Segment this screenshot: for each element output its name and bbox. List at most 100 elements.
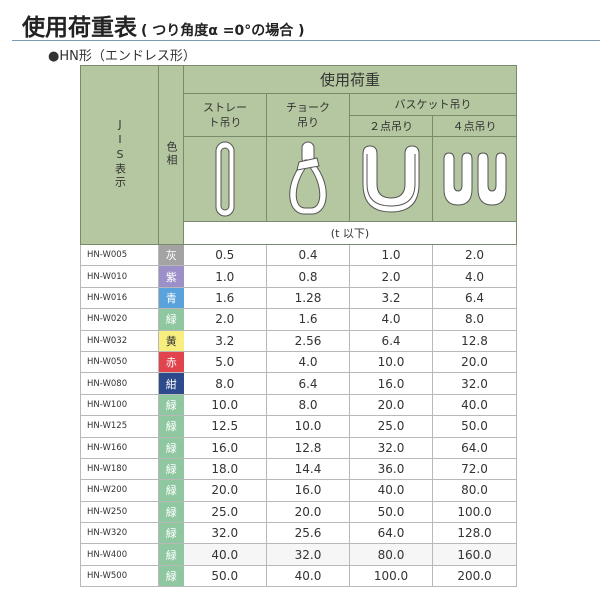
straight-load: 8.0: [183, 372, 267, 395]
straight-load: 0.5: [183, 244, 267, 267]
color-swatch: 青: [158, 287, 184, 310]
title-divider: [12, 40, 600, 41]
color-swatch: 緑: [158, 543, 184, 566]
color-swatch: 赤: [158, 351, 184, 374]
straight-load: 2.0: [183, 308, 267, 331]
color-swatch: 緑: [158, 308, 184, 331]
basket-2point-load: 16.0: [349, 372, 433, 395]
unit-label: (t 以下): [182, 221, 518, 245]
choke-load: 4.0: [266, 351, 350, 374]
jis-code: HN-W200: [80, 479, 159, 502]
straight-load: 40.0: [183, 543, 267, 566]
basket-4point-load: 12.8: [432, 330, 518, 352]
table-row: HN-W016 青 1.6 1.28 3.2 6.4: [80, 287, 518, 310]
jis-code: HN-W080: [80, 372, 159, 395]
jis-code: HN-W032: [80, 330, 159, 352]
jis-code: HN-W125: [80, 415, 159, 438]
choke-load: 1.6: [266, 308, 350, 331]
table-row: HN-W020 緑 2.0 1.6 4.0 8.0: [80, 308, 518, 331]
table-body: HN-W005 灰 0.5 0.4 1.0 2.0 HN-W010 紫 1.0 0.8 2.0 4.0…: [80, 244, 518, 588]
table-row: HN-W080 紺 8.0 6.4 16.0 32.0: [80, 372, 518, 395]
choke-load: 32.0: [266, 543, 350, 566]
title-condition: ( つり角度α =0°の場合 ): [141, 23, 305, 39]
header-color-label: 色相: [165, 140, 178, 167]
choke-load: 16.0: [266, 479, 350, 502]
color-swatch: 緑: [158, 415, 184, 438]
jis-code: HN-W320: [80, 522, 159, 545]
jis-code: HN-W020: [80, 308, 159, 331]
basket-2point-icon: [349, 136, 433, 222]
basket-2point-load: 40.0: [349, 479, 433, 502]
header-choke: チョーク吊り: [266, 93, 350, 137]
table-row: HN-W100 緑 10.0 8.0 20.0 40.0: [80, 394, 518, 417]
basket-4point-load: 72.0: [432, 458, 518, 481]
header-jis-label: JIS表示: [113, 118, 127, 189]
jis-code: HN-W180: [80, 458, 159, 481]
basket-4point-load: 8.0: [432, 308, 518, 331]
basket-2point-load: 25.0: [349, 415, 433, 438]
color-swatch: 紫: [158, 265, 184, 288]
choke-load: 25.6: [266, 522, 350, 545]
basket-4point-load: 40.0: [432, 394, 518, 417]
basket-2point-load: 64.0: [349, 522, 433, 545]
straight-load: 5.0: [183, 351, 267, 374]
choke-load: 2.56: [266, 330, 350, 352]
jis-code: HN-W050: [80, 351, 159, 374]
straight-load: 20.0: [183, 479, 267, 502]
basket-4point-load: 64.0: [432, 437, 518, 459]
basket-2point-load: 10.0: [349, 351, 433, 374]
basket-2point-load: 36.0: [349, 458, 433, 481]
jis-code: HN-W100: [80, 394, 159, 417]
table-row: HN-W005 灰 0.5 0.4 1.0 2.0: [80, 244, 518, 267]
straight-load: 1.6: [183, 287, 267, 310]
basket-4point-load: 100.0: [432, 501, 518, 524]
straight-load: 3.2: [183, 330, 267, 352]
straight-load: 1.0: [183, 265, 267, 288]
color-swatch: 黄: [158, 330, 184, 352]
header-jis: JIS表示: [80, 65, 159, 245]
basket-4point-load: 200.0: [432, 565, 518, 588]
page-title: 使用荷重表( つり角度α =0°の場合 ): [22, 8, 305, 42]
color-swatch: 緑: [158, 565, 184, 588]
basket-2point-load: 6.4: [349, 330, 433, 352]
choke-load: 0.8: [266, 265, 350, 288]
straight-sling-icon: [183, 136, 267, 222]
basket-2point-load: 20.0: [349, 394, 433, 417]
color-swatch: 緑: [158, 479, 184, 502]
basket-2point-load: 50.0: [349, 501, 433, 524]
jis-code: HN-W160: [80, 437, 159, 459]
straight-load: 25.0: [183, 501, 267, 524]
color-swatch: 灰: [158, 244, 184, 267]
straight-load: 18.0: [183, 458, 267, 481]
color-swatch: 緑: [158, 522, 184, 545]
color-swatch: 緑: [158, 437, 184, 459]
header-straight: ストレート吊り: [183, 93, 267, 137]
straight-load: 32.0: [183, 522, 267, 545]
jis-code: HN-W250: [80, 501, 159, 524]
basket-2point-load: 32.0: [349, 437, 433, 459]
jis-code: HN-W005: [80, 244, 159, 267]
table-row: HN-W500 緑 50.0 40.0 100.0 200.0: [80, 565, 518, 588]
basket-4point-load: 6.4: [432, 287, 518, 310]
basket-4point-load: 20.0: [432, 351, 518, 374]
choke-load: 10.0: [266, 415, 350, 438]
basket-4point-load: 160.0: [432, 543, 518, 566]
load-table: JIS表示 色相 使用荷重 ストレート吊り チョーク吊り バスケット吊り ２点吊…: [80, 65, 518, 588]
table-row: HN-W180 緑 18.0 14.4 36.0 72.0: [80, 458, 518, 481]
basket-4point-load: 50.0: [432, 415, 518, 438]
basket-4point-load: 4.0: [432, 265, 518, 288]
basket-4point-icon: [431, 136, 518, 222]
basket-4point-load: 32.0: [432, 372, 518, 395]
header-four-point: ４点吊り: [431, 115, 518, 137]
header-color: 色相: [158, 65, 184, 245]
basket-2point-load: 100.0: [349, 565, 433, 588]
color-swatch: 緑: [158, 458, 184, 481]
straight-load: 16.0: [183, 437, 267, 459]
color-swatch: 緑: [158, 394, 184, 417]
header-load: 使用荷重: [182, 65, 518, 94]
choke-load: 1.28: [266, 287, 350, 310]
jis-code: HN-W400: [80, 543, 159, 566]
choke-load: 6.4: [266, 372, 350, 395]
table-row: HN-W400 緑 40.0 32.0 80.0 160.0: [80, 543, 518, 566]
table-row: HN-W160 緑 16.0 12.8 32.0 64.0: [80, 437, 518, 459]
